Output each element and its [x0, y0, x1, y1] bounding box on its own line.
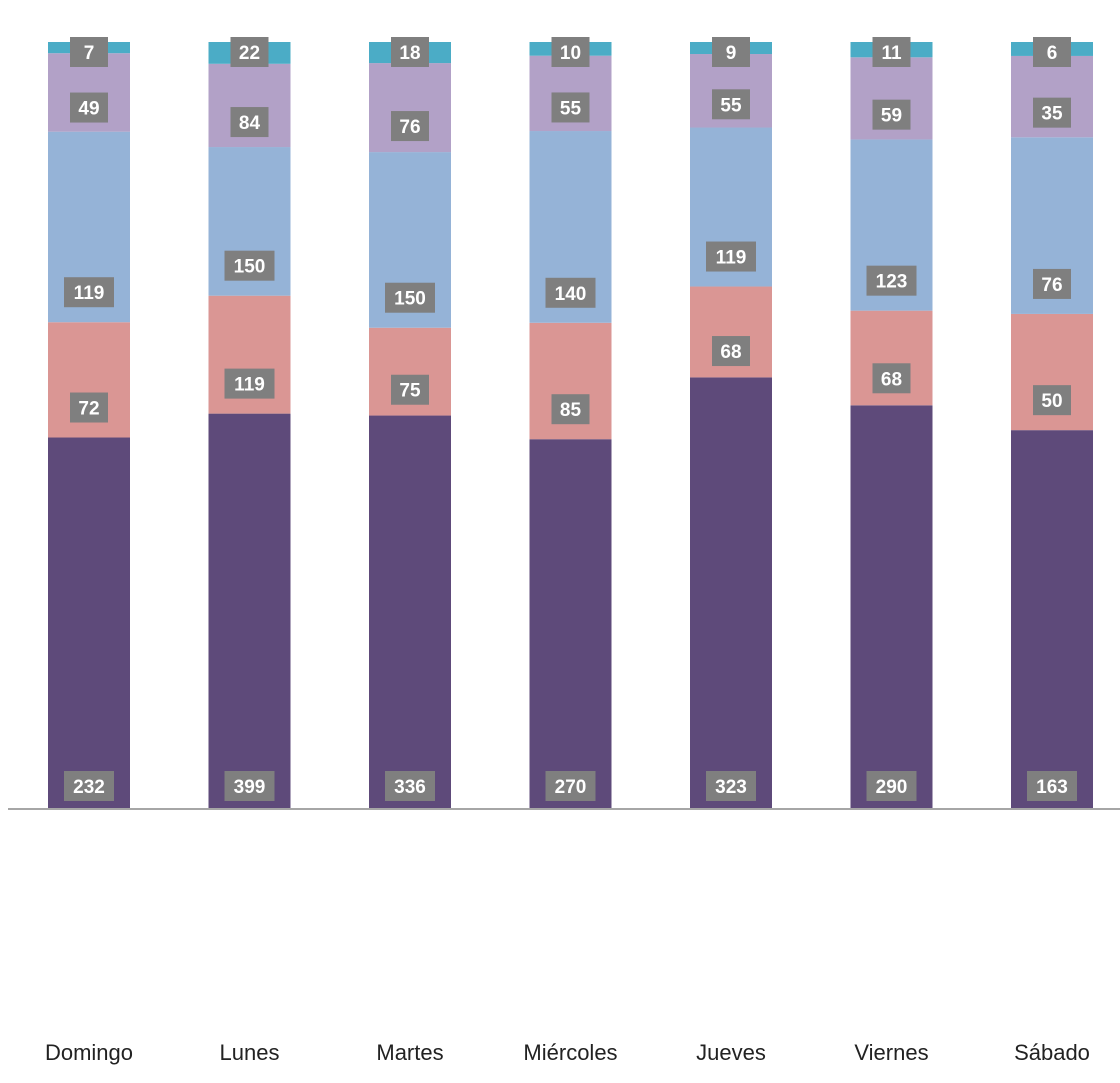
data-label: 49 — [78, 99, 99, 120]
data-label: 10 — [560, 43, 581, 64]
data-label-box — [1033, 385, 1071, 416]
data-label: 123 — [876, 272, 908, 293]
data-label: 55 — [720, 95, 742, 116]
category-label: Domingo — [45, 1040, 133, 1065]
category-label: Viernes — [854, 1040, 928, 1065]
data-label-box — [551, 92, 590, 123]
data-label-box — [64, 277, 114, 308]
data-label-box — [64, 771, 114, 801]
bars-layer — [48, 42, 1093, 809]
data-label: 50 — [1041, 391, 1062, 412]
data-label-box — [385, 771, 435, 801]
data-label: 336 — [394, 777, 426, 798]
data-label: 290 — [876, 777, 908, 798]
data-label-box — [1033, 37, 1071, 67]
data-label: 7 — [84, 43, 95, 64]
data-label-box — [712, 89, 750, 120]
data-label-box — [706, 771, 756, 801]
bar-segment — [208, 413, 291, 809]
data-label: 68 — [881, 369, 902, 390]
data-label: 270 — [555, 777, 587, 798]
bar-segment — [850, 405, 933, 809]
bar-segment — [48, 437, 130, 809]
data-label-box — [551, 394, 590, 425]
data-label-box — [391, 111, 429, 142]
data-label: 163 — [1036, 777, 1068, 798]
category-label: Lunes — [220, 1040, 280, 1065]
data-label: 399 — [234, 777, 266, 798]
data-label: 72 — [78, 399, 99, 420]
data-label-box — [391, 374, 429, 405]
data-label-box — [230, 37, 269, 67]
data-label: 323 — [715, 777, 747, 798]
data-label: 232 — [73, 777, 105, 798]
data-label-box — [230, 107, 269, 138]
data-label: 55 — [560, 98, 582, 119]
data-label-box — [872, 363, 911, 394]
data-label: 119 — [74, 283, 105, 304]
bar-segment — [369, 415, 451, 809]
category-label: Martes — [376, 1040, 443, 1065]
data-label-box — [706, 241, 756, 272]
data-label-box — [866, 265, 917, 296]
data-label-box — [224, 250, 275, 281]
data-labels-layer: 2327211949739911915084223367515076182708… — [64, 37, 1077, 801]
data-label: 9 — [726, 43, 737, 64]
data-label: 11 — [881, 43, 902, 64]
data-label: 76 — [399, 117, 420, 138]
data-label-box — [385, 282, 435, 313]
data-label-box — [551, 37, 590, 67]
data-label: 76 — [1041, 275, 1062, 296]
data-label: 22 — [239, 43, 260, 64]
data-label-box — [224, 368, 275, 399]
data-label-box — [872, 99, 911, 130]
category-label: Miércoles — [523, 1040, 617, 1065]
data-label-box — [866, 771, 917, 801]
category-label: Jueves — [696, 1040, 766, 1065]
data-label-box — [70, 37, 108, 67]
data-label: 150 — [394, 289, 426, 310]
category-labels-layer: Domingo Lunes Martes Miércoles Jueves Viernes… — [45, 1040, 1090, 1065]
bar-segment — [529, 439, 612, 809]
data-label-box — [391, 37, 429, 67]
data-label: 59 — [881, 106, 902, 127]
data-label-box — [545, 277, 596, 308]
data-label: 68 — [720, 342, 741, 363]
data-label: 35 — [1041, 104, 1063, 125]
data-label-box — [70, 392, 108, 423]
data-label: 18 — [399, 43, 420, 64]
data-label-box — [545, 771, 596, 801]
data-label: 85 — [560, 400, 582, 421]
data-label-box — [1033, 268, 1071, 299]
data-label-box — [224, 771, 275, 801]
data-label-box — [1033, 97, 1071, 128]
bar-segment — [1011, 430, 1093, 809]
category-label: Sábado — [1014, 1040, 1090, 1065]
data-label: 84 — [239, 113, 261, 134]
data-label: 75 — [399, 381, 421, 402]
data-label-box — [70, 92, 108, 123]
data-label-box — [872, 37, 911, 67]
data-label: 119 — [234, 375, 265, 396]
data-label-box — [712, 37, 750, 67]
bar-segment — [690, 377, 772, 809]
data-label: 119 — [716, 248, 747, 269]
data-label-box — [712, 336, 750, 367]
data-label-box — [1027, 771, 1077, 801]
data-label: 150 — [234, 257, 266, 278]
data-label: 140 — [555, 284, 587, 305]
data-label: 6 — [1047, 43, 1058, 64]
